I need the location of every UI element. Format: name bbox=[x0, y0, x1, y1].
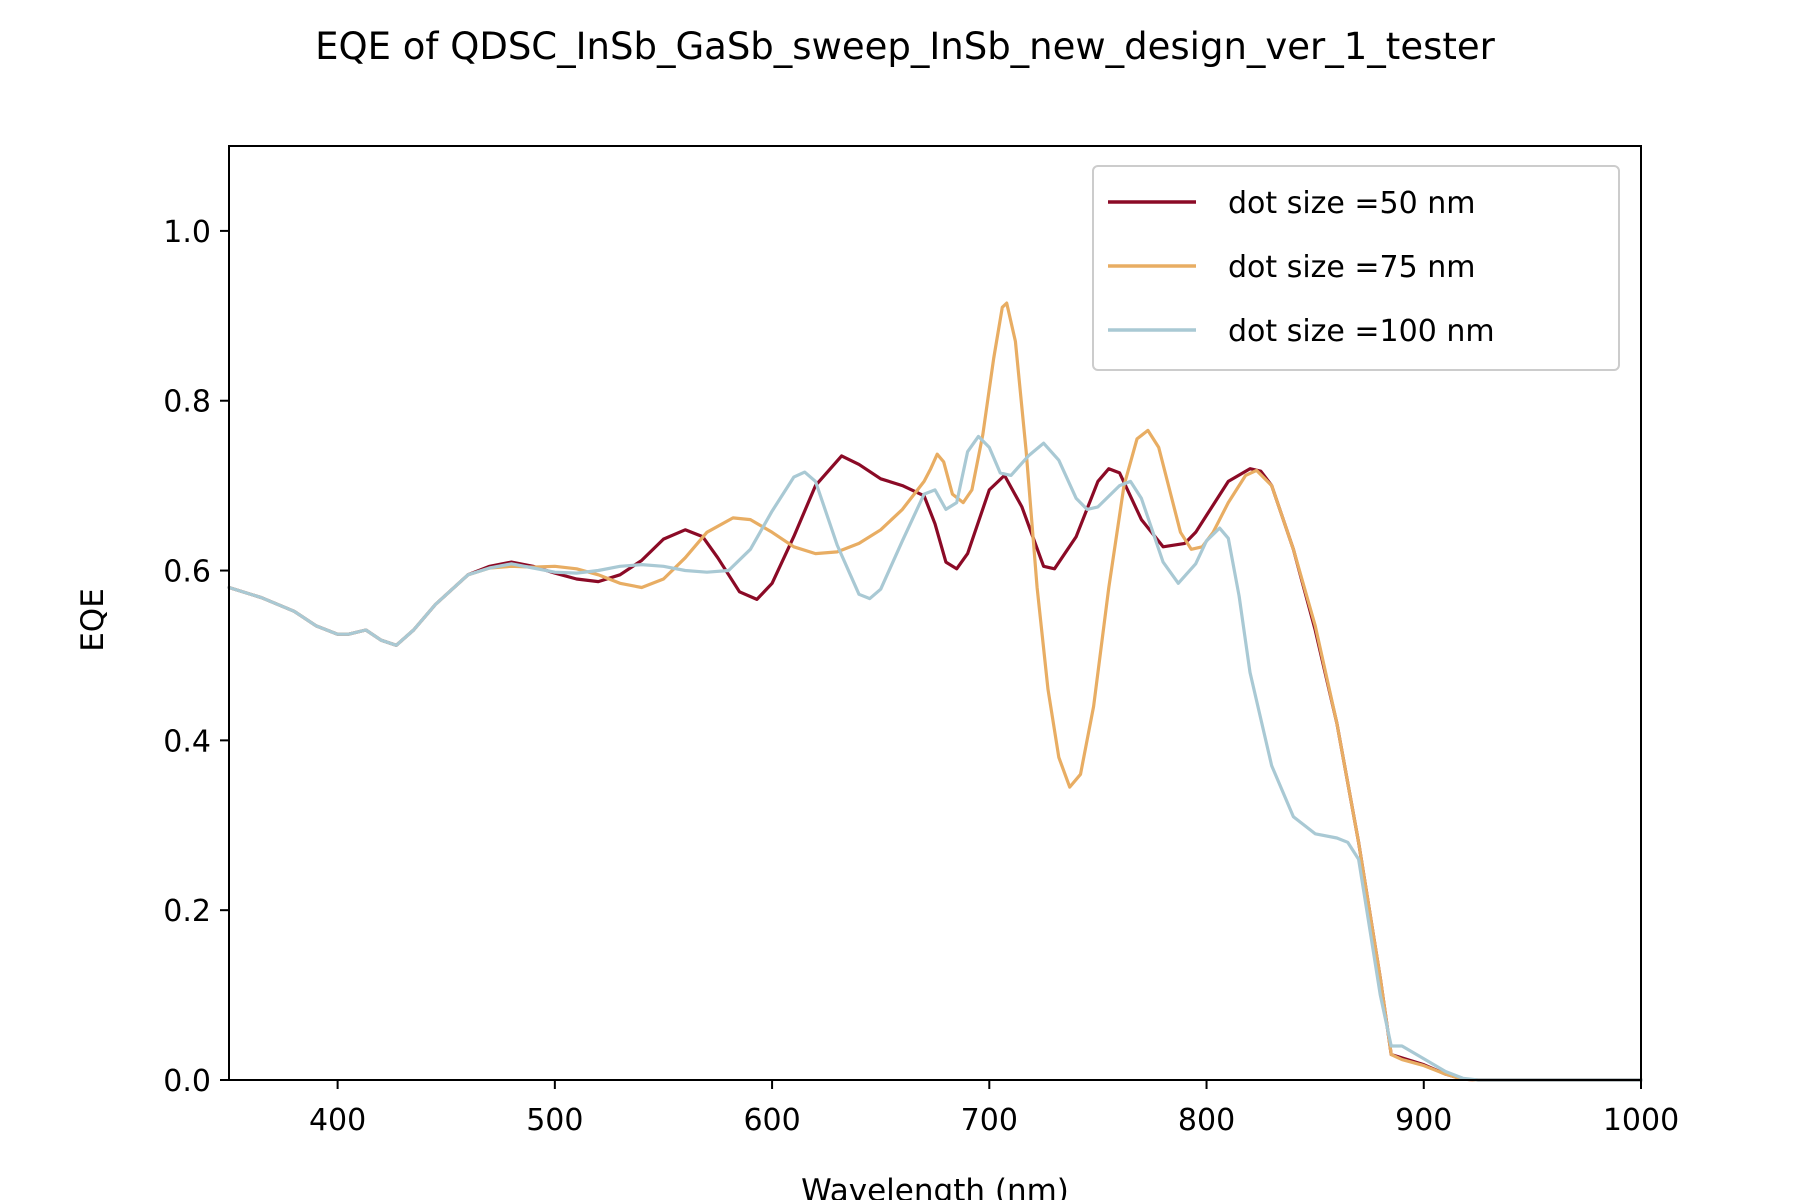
x-axis: 400 500 600 700 800 900 1000 bbox=[309, 1080, 1679, 1138]
y-tick-label: 0.2 bbox=[163, 894, 211, 929]
y-tick-label: 1.0 bbox=[163, 215, 211, 250]
legend-box bbox=[1092, 165, 1620, 371]
x-tick-label: 400 bbox=[309, 1103, 366, 1138]
x-axis-label: Wavelength (nm) bbox=[801, 1173, 1069, 1200]
x-tick-label: 800 bbox=[1178, 1103, 1235, 1138]
series-line-0 bbox=[227, 454, 1643, 1082]
series-line-2 bbox=[227, 434, 1643, 1082]
legend-label-100nm: dot size =100 nm bbox=[1228, 314, 1495, 349]
x-tick-label: 900 bbox=[1395, 1103, 1452, 1138]
series-line-1 bbox=[227, 301, 1643, 1082]
y-tick-label: 0.4 bbox=[163, 724, 211, 759]
x-tick-label: 1000 bbox=[1603, 1103, 1679, 1138]
legend: dot size =50 nm dot size =75 nm dot size… bbox=[1092, 165, 1620, 371]
y-axis: 0.0 0.2 0.4 0.6 0.8 1.0 bbox=[163, 215, 229, 1099]
y-tick-label: 0.0 bbox=[163, 1064, 211, 1099]
legend-label-75nm: dot size =75 nm bbox=[1228, 250, 1476, 285]
legend-label-50nm: dot size =50 nm bbox=[1228, 186, 1476, 221]
y-tick-label: 0.6 bbox=[163, 555, 211, 590]
x-tick-label: 600 bbox=[743, 1103, 800, 1138]
chart-title: EQE of QDSC_InSb_GaSb_sweep_InSb_new_des… bbox=[315, 25, 1495, 68]
series-layer bbox=[227, 301, 1643, 1082]
x-tick-label: 700 bbox=[961, 1103, 1018, 1138]
y-axis-label: EQE bbox=[75, 588, 111, 652]
x-tick-label: 500 bbox=[526, 1103, 583, 1138]
plot-frame bbox=[228, 145, 1642, 1081]
y-tick-label: 0.8 bbox=[163, 385, 211, 420]
